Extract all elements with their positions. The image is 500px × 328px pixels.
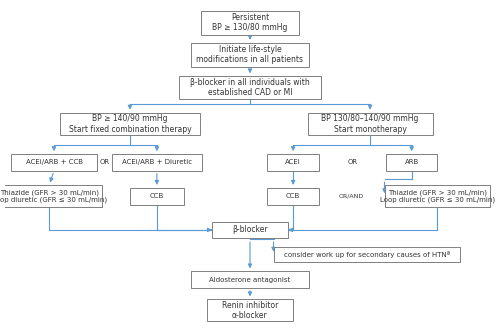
Text: Aldosterone antagonist: Aldosterone antagonist xyxy=(210,277,290,283)
Text: CCB: CCB xyxy=(286,193,300,199)
FancyBboxPatch shape xyxy=(191,271,309,288)
Text: ACEi: ACEi xyxy=(285,159,301,165)
Text: Initiate life-style
modifications in all patients: Initiate life-style modifications in all… xyxy=(196,45,304,64)
FancyBboxPatch shape xyxy=(112,154,202,171)
Text: ACEi/ARB + CCB: ACEi/ARB + CCB xyxy=(26,159,82,165)
Text: OR: OR xyxy=(348,159,358,165)
FancyBboxPatch shape xyxy=(386,154,438,171)
FancyBboxPatch shape xyxy=(212,221,288,238)
Text: ARB: ARB xyxy=(404,159,419,165)
Text: β-blocker: β-blocker xyxy=(232,225,268,235)
FancyBboxPatch shape xyxy=(201,10,299,35)
Text: β-blocker in all individuals with
established CAD or MI: β-blocker in all individuals with establ… xyxy=(190,78,310,97)
Text: Thiazide (GFR > 30 mL/min)
Loop diuretic (GFR ≤ 30 mL/min): Thiazide (GFR > 30 mL/min) Loop diuretic… xyxy=(0,189,106,203)
FancyBboxPatch shape xyxy=(191,43,309,67)
Text: Persistent
BP ≥ 130/80 mmHg: Persistent BP ≥ 130/80 mmHg xyxy=(212,13,288,32)
FancyBboxPatch shape xyxy=(207,299,293,321)
Text: OR/AND: OR/AND xyxy=(339,194,364,199)
FancyBboxPatch shape xyxy=(308,113,432,135)
FancyBboxPatch shape xyxy=(268,154,319,171)
Text: BP 130/80–140/90 mmHg
Start monotherapy: BP 130/80–140/90 mmHg Start monotherapy xyxy=(322,114,418,133)
FancyBboxPatch shape xyxy=(130,188,184,204)
Text: BP ≥ 140/90 mmHg
Start fixed combination therapy: BP ≥ 140/90 mmHg Start fixed combination… xyxy=(68,114,192,133)
FancyBboxPatch shape xyxy=(0,185,102,207)
FancyBboxPatch shape xyxy=(268,188,319,204)
Text: OR: OR xyxy=(99,159,110,165)
Text: consider work up for secondary causes of HTNª: consider work up for secondary causes of… xyxy=(284,251,450,258)
FancyBboxPatch shape xyxy=(274,247,460,262)
Text: Renin inhibitor
α-blocker: Renin inhibitor α-blocker xyxy=(222,300,278,320)
FancyBboxPatch shape xyxy=(11,154,97,171)
FancyBboxPatch shape xyxy=(179,76,321,99)
Text: Thiazide (GFR > 30 mL/min)
Loop diuretic (GFR ≤ 30 mL/min): Thiazide (GFR > 30 mL/min) Loop diuretic… xyxy=(380,189,494,203)
Text: ACEi/ARB + Diuretic: ACEi/ARB + Diuretic xyxy=(122,159,192,165)
FancyBboxPatch shape xyxy=(384,185,490,207)
FancyBboxPatch shape xyxy=(60,113,200,135)
Text: CCB: CCB xyxy=(150,193,164,199)
